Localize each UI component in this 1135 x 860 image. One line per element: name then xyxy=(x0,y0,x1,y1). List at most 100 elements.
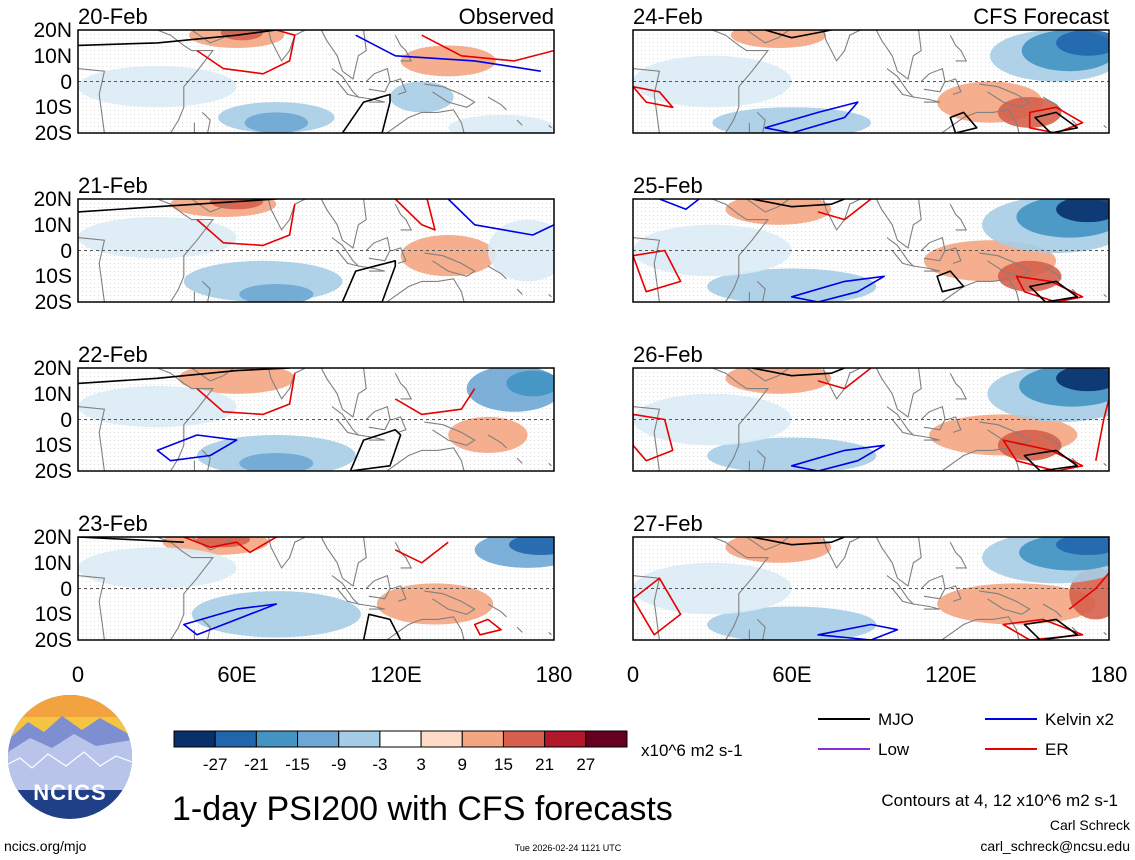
coastline xyxy=(516,457,523,464)
lat-label: 20S xyxy=(35,629,72,652)
colorbar-tick-label: 21 xyxy=(535,755,554,774)
lat-label: 20N xyxy=(33,188,72,211)
kelvin-contour xyxy=(659,199,700,211)
anomaly-shading xyxy=(1056,368,1109,392)
contour-note: Contours at 4, 12 x10^6 m2 s-1 xyxy=(881,791,1118,810)
lat-label: 10N xyxy=(33,214,72,237)
colorbar-tick-label: 15 xyxy=(494,755,513,774)
anomaly-shading xyxy=(1056,30,1109,56)
mjo-contour xyxy=(341,259,397,302)
er-contour xyxy=(1002,439,1084,471)
colorbar-swatch xyxy=(379,730,422,748)
colorbar-tick-label: 3 xyxy=(416,755,425,774)
kelvin-contour xyxy=(790,444,885,471)
observed-panel-3 xyxy=(77,367,555,472)
coastline xyxy=(78,537,215,640)
coastline xyxy=(487,265,507,280)
coastline xyxy=(875,368,922,418)
er-contour xyxy=(1002,618,1084,640)
coastline xyxy=(424,252,476,277)
anomaly-shading xyxy=(1056,199,1109,223)
coastline xyxy=(746,30,790,44)
coastline xyxy=(424,421,476,446)
mjo-contour xyxy=(78,199,277,213)
lat-label: 10N xyxy=(33,552,72,575)
er-contour xyxy=(1028,106,1084,133)
coastline xyxy=(78,368,215,471)
mjo-contour xyxy=(1023,449,1079,471)
colorbar-tick-label: 27 xyxy=(576,755,595,774)
mjo-contour xyxy=(936,270,965,293)
coastline xyxy=(947,416,962,433)
coastline xyxy=(979,252,1031,277)
anomaly-shading xyxy=(78,547,237,589)
author-email: carl_schreck@ncsu.edu xyxy=(980,838,1130,854)
coastline xyxy=(748,619,766,640)
legend: MJO Low Kelvin x2 ER xyxy=(818,710,1114,759)
lon-label: 60E xyxy=(772,662,811,687)
coastline xyxy=(331,68,361,99)
coastline xyxy=(920,405,946,431)
website-link[interactable]: ncics.org/mjo xyxy=(4,838,87,854)
coastline xyxy=(949,203,968,231)
colorbar-swatch xyxy=(338,730,381,748)
coastline xyxy=(320,368,367,418)
er-contour xyxy=(633,577,682,636)
er-contour xyxy=(421,34,554,62)
coastline xyxy=(376,109,465,133)
anomaly-shading xyxy=(244,112,309,133)
er-contour xyxy=(633,413,674,462)
anomaly-shading xyxy=(78,66,237,108)
lon-label: 180 xyxy=(1091,662,1128,687)
coastline xyxy=(633,30,770,133)
coastline xyxy=(376,616,465,640)
lon-label: 180 xyxy=(536,662,573,687)
author-name: Carl Schreck xyxy=(1050,817,1131,833)
lat-label: 20S xyxy=(35,122,72,145)
observed-panel-1 xyxy=(77,29,555,134)
coastline xyxy=(392,416,407,433)
mjo-contour xyxy=(1028,280,1079,302)
er-contour xyxy=(817,368,872,390)
coastline xyxy=(376,447,465,471)
lat-label: 10S xyxy=(35,434,72,457)
coastline xyxy=(875,30,922,80)
er-contour xyxy=(394,388,476,416)
colorbar-swatch xyxy=(255,730,299,748)
mjo-contour xyxy=(341,93,391,133)
lon-label: 0 xyxy=(627,662,639,687)
anomaly-shading xyxy=(1056,537,1109,556)
lat-label: 20S xyxy=(35,460,72,483)
coastline xyxy=(920,236,946,262)
coastline xyxy=(394,34,413,62)
colorbar-tick-label: -3 xyxy=(372,755,387,774)
coastline xyxy=(746,368,790,382)
coastline xyxy=(78,30,215,133)
anomaly-shading xyxy=(400,235,496,277)
coastline xyxy=(78,199,215,302)
er-contour xyxy=(196,204,296,247)
lat-axis-left: 20N 10N 0 10S 20S 20N 10N 0 10S 20S 20N … xyxy=(33,19,72,652)
coastline xyxy=(424,83,476,108)
kelvin-contour xyxy=(790,275,885,302)
coastline xyxy=(913,265,940,272)
kelvin-contour xyxy=(764,101,859,133)
er-contour xyxy=(196,30,296,75)
coastline xyxy=(1103,462,1107,467)
er-contour xyxy=(817,199,872,221)
coastline xyxy=(875,199,922,249)
coastline xyxy=(748,281,766,302)
mjo-contour xyxy=(751,199,845,208)
forecast-panel-2 xyxy=(632,198,1110,303)
coastline xyxy=(931,278,1020,302)
observed-panel-4 xyxy=(77,536,555,641)
coastline xyxy=(487,434,507,449)
forecast-panel-4 xyxy=(632,536,1110,641)
coastline xyxy=(252,537,306,569)
lat-label: 10S xyxy=(35,265,72,288)
anomaly-shading xyxy=(376,583,494,625)
coastline xyxy=(320,537,367,587)
coastline xyxy=(394,203,413,231)
lon-axis: 0 60E 120E 180 0 60E 120E 180 xyxy=(72,662,1127,687)
coastline xyxy=(193,281,211,302)
